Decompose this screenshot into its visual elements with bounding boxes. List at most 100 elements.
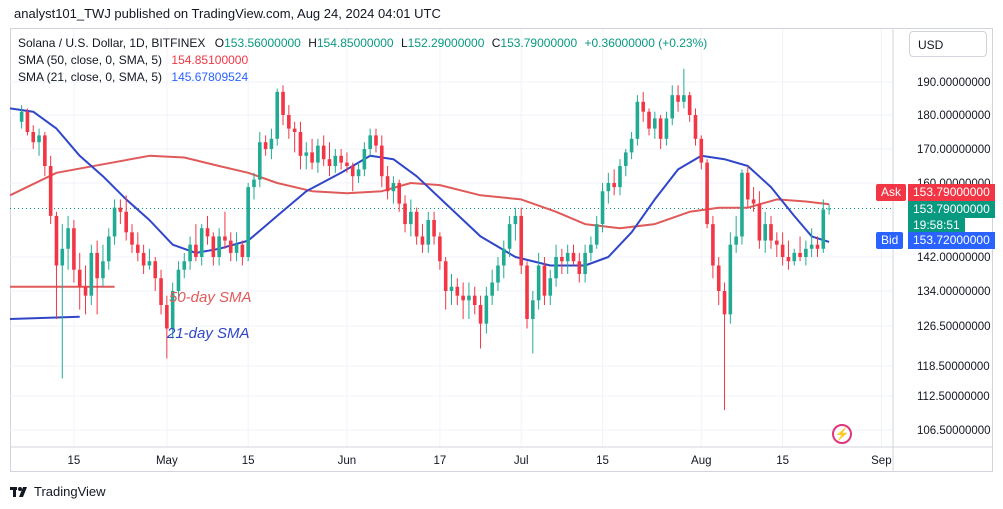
candle-body[interactable] xyxy=(693,115,698,139)
candle-body[interactable] xyxy=(165,305,169,329)
candle-body[interactable] xyxy=(368,135,372,149)
candle-body[interactable] xyxy=(298,132,303,156)
candle-body[interactable] xyxy=(136,244,140,253)
candle-body[interactable] xyxy=(821,209,826,249)
candle-body[interactable] xyxy=(682,95,686,102)
candle-body[interactable] xyxy=(740,172,744,237)
candle-body[interactable] xyxy=(89,252,94,296)
candle-body[interactable] xyxy=(234,244,239,253)
candle-body[interactable] xyxy=(472,295,477,305)
candle-body[interactable] xyxy=(420,236,425,245)
candle-body[interactable] xyxy=(594,224,599,245)
candle-body[interactable] xyxy=(711,224,715,266)
candle-body[interactable] xyxy=(618,166,622,188)
candle-body[interactable] xyxy=(310,152,314,163)
candle-body[interactable] xyxy=(327,159,332,166)
candle-body[interactable] xyxy=(769,224,773,241)
candle-body[interactable] xyxy=(217,236,221,257)
candle-body[interactable] xyxy=(281,91,285,115)
candle-body[interactable] xyxy=(653,118,657,129)
candle-body[interactable] xyxy=(577,261,582,274)
candle-body[interactable] xyxy=(507,224,512,249)
candle-body[interactable] xyxy=(449,286,454,291)
candle-body[interactable] xyxy=(670,95,675,119)
candle-body[interactable] xyxy=(409,211,413,225)
candle-body[interactable] xyxy=(792,252,797,262)
candle-body[interactable] xyxy=(635,101,640,139)
candle-body[interactable] xyxy=(257,142,262,180)
candle-body[interactable] xyxy=(66,228,70,249)
candle-body[interactable] xyxy=(536,265,541,301)
candle-body[interactable] xyxy=(77,269,82,287)
candle-body[interactable] xyxy=(304,152,309,156)
candle-body[interactable] xyxy=(333,155,338,166)
candle-body[interactable] xyxy=(83,286,88,296)
candle-body[interactable] xyxy=(339,155,343,163)
candle-body[interactable] xyxy=(31,132,36,143)
candle-body[interactable] xyxy=(629,138,634,153)
candle-body[interactable] xyxy=(461,295,465,301)
candle-body[interactable] xyxy=(153,261,158,279)
candle-body[interactable] xyxy=(316,145,320,163)
candle-body[interactable] xyxy=(496,265,500,283)
candle-body[interactable] xyxy=(525,265,529,320)
candle-body[interactable] xyxy=(246,187,250,257)
candle-body[interactable] xyxy=(362,149,367,170)
candle-body[interactable] xyxy=(182,261,187,270)
candle-body[interactable] xyxy=(321,145,326,160)
candle-body[interactable] xyxy=(95,252,99,279)
candle-body[interactable] xyxy=(623,152,628,166)
candle-body[interactable] xyxy=(240,244,245,257)
candle-body[interactable] xyxy=(60,248,65,266)
candle-body[interactable] xyxy=(745,172,750,200)
candle-body[interactable] xyxy=(571,252,576,262)
candle-body[interactable] xyxy=(705,162,709,225)
candle-body[interactable] xyxy=(554,257,558,279)
candle-body[interactable] xyxy=(809,244,814,249)
candle-body[interactable] xyxy=(199,228,204,257)
candle-body[interactable] xyxy=(432,220,436,237)
footer-brand[interactable]: TradingView xyxy=(34,484,106,499)
candle-body[interactable] xyxy=(403,203,407,225)
candle-body[interactable] xyxy=(54,215,59,266)
candle-body[interactable] xyxy=(589,244,593,253)
candle-body[interactable] xyxy=(780,244,785,257)
candle-body[interactable] xyxy=(565,252,570,262)
symbol-name[interactable]: Solana / U.S. Dollar, 1D, BITFINEX xyxy=(18,36,206,50)
currency-button[interactable]: USD xyxy=(909,31,987,57)
candle-body[interactable] xyxy=(275,91,280,139)
candle-body[interactable] xyxy=(205,228,210,237)
candle-body[interactable] xyxy=(292,128,297,132)
candle-body[interactable] xyxy=(798,252,802,257)
candle-body[interactable] xyxy=(345,162,349,166)
candle-body[interactable] xyxy=(130,232,134,245)
candle-body[interactable] xyxy=(170,291,175,329)
candle-body[interactable] xyxy=(106,236,111,262)
candle-body[interactable] xyxy=(223,236,227,241)
candle-body[interactable] xyxy=(37,135,41,143)
candle-body[interactable] xyxy=(548,278,553,296)
candle-body[interactable] xyxy=(606,183,611,192)
candle-body[interactable] xyxy=(397,183,402,204)
candle-body[interactable] xyxy=(827,208,831,210)
candle-body[interactable] xyxy=(501,248,506,266)
candle-body[interactable] xyxy=(734,236,738,245)
candle-body[interactable] xyxy=(269,138,274,149)
candle-body[interactable] xyxy=(211,236,216,257)
candle-body[interactable] xyxy=(112,207,117,237)
legend-sma50-row[interactable]: SMA (50, close, 0, SMA, 5) 154.85100000 xyxy=(18,52,707,69)
candle-body[interactable] xyxy=(391,183,396,192)
candle-body[interactable] xyxy=(519,215,524,266)
candle-body[interactable] xyxy=(658,118,663,139)
candle-body[interactable] xyxy=(513,215,518,225)
candle-body[interactable] xyxy=(48,166,53,216)
candle-body[interactable] xyxy=(478,305,483,324)
candle-body[interactable] xyxy=(374,135,378,146)
candle-body[interactable] xyxy=(194,244,198,257)
candle-body[interactable] xyxy=(716,265,721,292)
candle-body[interactable] xyxy=(583,252,587,274)
candle-body[interactable] xyxy=(159,278,163,305)
candle-body[interactable] xyxy=(356,169,361,177)
candle-body[interactable] xyxy=(786,257,791,262)
